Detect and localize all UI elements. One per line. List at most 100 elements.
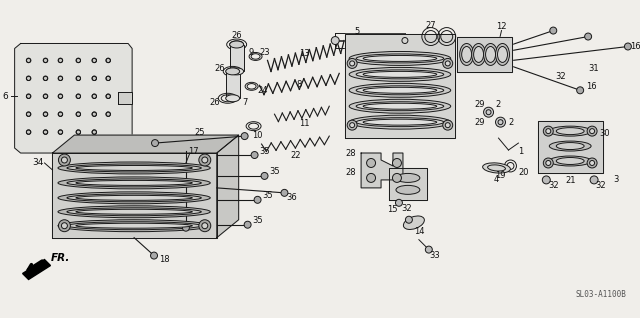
Circle shape xyxy=(58,58,63,63)
Circle shape xyxy=(281,189,288,196)
Ellipse shape xyxy=(67,208,202,216)
Text: 29: 29 xyxy=(474,100,485,109)
Circle shape xyxy=(254,196,261,203)
Circle shape xyxy=(44,58,48,63)
Text: 20: 20 xyxy=(518,169,529,177)
Polygon shape xyxy=(361,153,403,188)
Circle shape xyxy=(550,27,557,34)
Text: 26: 26 xyxy=(209,98,220,107)
Text: 15: 15 xyxy=(387,205,397,214)
Ellipse shape xyxy=(226,95,239,102)
Circle shape xyxy=(332,37,339,45)
Circle shape xyxy=(349,61,355,66)
Ellipse shape xyxy=(356,70,444,79)
Ellipse shape xyxy=(497,46,508,62)
Circle shape xyxy=(76,76,81,80)
Ellipse shape xyxy=(58,192,211,204)
Circle shape xyxy=(26,58,31,63)
Circle shape xyxy=(542,176,550,184)
Bar xyxy=(226,71,239,98)
Circle shape xyxy=(58,154,70,166)
Text: 17: 17 xyxy=(189,147,199,156)
Text: 32: 32 xyxy=(596,181,606,190)
Text: 2: 2 xyxy=(495,100,500,109)
Circle shape xyxy=(92,94,97,99)
Text: 13: 13 xyxy=(299,49,310,58)
Circle shape xyxy=(392,173,401,183)
Ellipse shape xyxy=(356,54,444,63)
Ellipse shape xyxy=(483,163,511,173)
Ellipse shape xyxy=(363,103,436,109)
Circle shape xyxy=(349,123,355,128)
Text: 31: 31 xyxy=(589,64,600,73)
Circle shape xyxy=(546,129,551,134)
Ellipse shape xyxy=(461,46,472,62)
Ellipse shape xyxy=(349,115,451,129)
Text: 35: 35 xyxy=(269,168,280,176)
Text: 32: 32 xyxy=(402,204,412,213)
Circle shape xyxy=(405,216,412,223)
Polygon shape xyxy=(52,135,239,153)
Ellipse shape xyxy=(349,83,451,97)
Circle shape xyxy=(367,173,376,183)
Polygon shape xyxy=(389,168,427,200)
Ellipse shape xyxy=(396,185,420,194)
Ellipse shape xyxy=(230,41,244,48)
Text: 25: 25 xyxy=(195,128,205,137)
Text: 7: 7 xyxy=(242,98,247,107)
Ellipse shape xyxy=(484,44,497,66)
Circle shape xyxy=(445,123,450,128)
Text: 1: 1 xyxy=(518,147,523,156)
Circle shape xyxy=(543,126,553,136)
Circle shape xyxy=(61,157,67,163)
Circle shape xyxy=(443,120,452,130)
Polygon shape xyxy=(345,34,454,138)
Text: 10: 10 xyxy=(252,131,263,140)
Circle shape xyxy=(44,94,48,99)
Circle shape xyxy=(589,161,595,165)
Circle shape xyxy=(590,176,598,184)
Text: 33: 33 xyxy=(429,251,440,260)
Polygon shape xyxy=(538,121,603,173)
Text: 32: 32 xyxy=(548,181,559,190)
Ellipse shape xyxy=(495,44,509,66)
Circle shape xyxy=(546,161,551,165)
Text: 35: 35 xyxy=(259,147,270,156)
Ellipse shape xyxy=(67,222,202,230)
Ellipse shape xyxy=(356,102,444,111)
Circle shape xyxy=(543,158,553,168)
Ellipse shape xyxy=(76,223,193,228)
Circle shape xyxy=(76,94,81,99)
Text: FR.: FR. xyxy=(51,252,70,263)
Text: 23: 23 xyxy=(259,48,270,57)
Ellipse shape xyxy=(549,126,591,136)
Ellipse shape xyxy=(403,216,424,230)
Ellipse shape xyxy=(76,209,193,214)
Text: 35: 35 xyxy=(262,191,273,200)
Text: 34: 34 xyxy=(32,158,44,168)
Text: SL03-A1100B: SL03-A1100B xyxy=(575,290,626,299)
Circle shape xyxy=(150,252,157,259)
Text: 30: 30 xyxy=(600,128,611,138)
Ellipse shape xyxy=(76,165,193,170)
Circle shape xyxy=(445,61,450,66)
Circle shape xyxy=(58,112,63,116)
Bar xyxy=(118,92,132,104)
Ellipse shape xyxy=(549,156,591,166)
Ellipse shape xyxy=(226,68,239,75)
Circle shape xyxy=(182,224,189,231)
Text: 2: 2 xyxy=(509,118,514,127)
Ellipse shape xyxy=(556,142,584,149)
Ellipse shape xyxy=(474,46,484,62)
Ellipse shape xyxy=(363,71,436,77)
Circle shape xyxy=(26,76,31,80)
Text: 28: 28 xyxy=(346,149,356,157)
Text: 11: 11 xyxy=(299,119,310,128)
Polygon shape xyxy=(15,44,132,153)
Text: 16: 16 xyxy=(586,82,596,91)
Circle shape xyxy=(76,58,81,63)
Ellipse shape xyxy=(58,220,211,232)
Text: 5: 5 xyxy=(355,27,360,36)
Circle shape xyxy=(92,112,97,116)
Circle shape xyxy=(106,112,111,116)
